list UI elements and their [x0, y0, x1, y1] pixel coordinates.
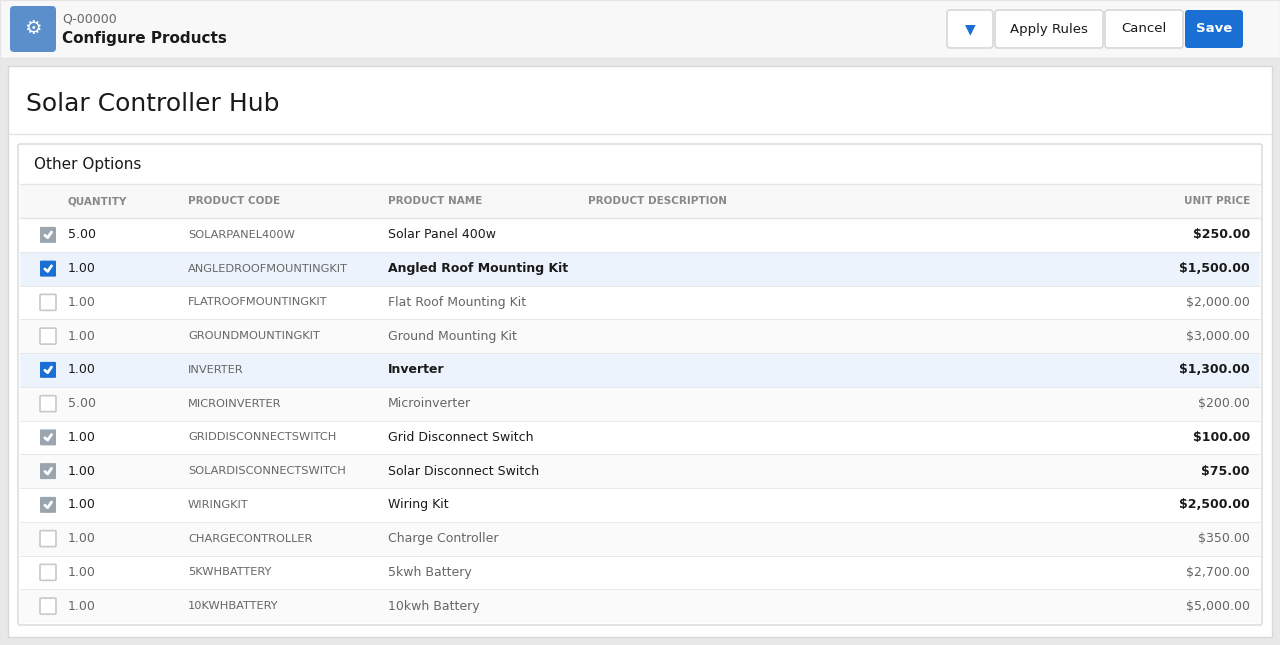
Text: PRODUCT DESCRIPTION: PRODUCT DESCRIPTION [588, 196, 727, 206]
Text: ANGLEDROOFMOUNTINGKIT: ANGLEDROOFMOUNTINGKIT [188, 264, 348, 273]
Text: $1,300.00: $1,300.00 [1179, 363, 1251, 377]
Text: Charge Controller: Charge Controller [388, 532, 498, 545]
FancyBboxPatch shape [40, 497, 56, 513]
Text: $1,500.00: $1,500.00 [1179, 262, 1251, 275]
Bar [20, 421, 1260, 454]
Text: Solar Disconnect Switch: Solar Disconnect Switch [388, 464, 539, 478]
Text: Grid Disconnect Switch: Grid Disconnect Switch [388, 431, 534, 444]
Text: Apply Rules: Apply Rules [1010, 23, 1088, 35]
Text: 1.00: 1.00 [68, 464, 96, 478]
Text: 1.00: 1.00 [68, 262, 96, 275]
Text: 5KWHBATTERY: 5KWHBATTERY [188, 568, 271, 577]
Text: Angled Roof Mounting Kit: Angled Roof Mounting Kit [388, 262, 568, 275]
FancyBboxPatch shape [40, 328, 56, 344]
Text: 1.00: 1.00 [68, 600, 96, 613]
FancyBboxPatch shape [1105, 10, 1183, 48]
FancyBboxPatch shape [1185, 10, 1243, 48]
Text: Configure Products: Configure Products [61, 30, 227, 46]
Text: Cancel: Cancel [1121, 23, 1166, 35]
Text: PRODUCT NAME: PRODUCT NAME [388, 196, 483, 206]
Text: $350.00: $350.00 [1198, 532, 1251, 545]
FancyBboxPatch shape [40, 430, 56, 446]
FancyBboxPatch shape [40, 294, 56, 310]
Text: $250.00: $250.00 [1193, 228, 1251, 241]
Text: $100.00: $100.00 [1193, 431, 1251, 444]
Text: 10KWHBATTERY: 10KWHBATTERY [188, 601, 279, 611]
Text: 5.00: 5.00 [68, 228, 96, 241]
Text: INVERTER: INVERTER [188, 365, 243, 375]
Bar [20, 488, 1260, 522]
FancyBboxPatch shape [40, 362, 56, 378]
Bar [20, 184, 1260, 218]
Text: Solar Controller Hub: Solar Controller Hub [26, 92, 279, 116]
FancyBboxPatch shape [40, 227, 56, 243]
Text: Microinverter: Microinverter [388, 397, 471, 410]
FancyBboxPatch shape [40, 598, 56, 614]
Text: Save: Save [1196, 23, 1233, 35]
FancyBboxPatch shape [40, 395, 56, 412]
Text: 1.00: 1.00 [68, 431, 96, 444]
Text: MICROINVERTER: MICROINVERTER [188, 399, 282, 409]
FancyBboxPatch shape [40, 463, 56, 479]
Bar [20, 252, 1260, 286]
Text: ▼: ▼ [965, 22, 975, 36]
Text: $2,500.00: $2,500.00 [1179, 499, 1251, 511]
Bar [20, 555, 1260, 590]
Bar [20, 522, 1260, 555]
Text: PRODUCT CODE: PRODUCT CODE [188, 196, 280, 206]
Bar [20, 218, 1260, 252]
Bar [20, 590, 1260, 623]
Text: Wiring Kit: Wiring Kit [388, 499, 448, 511]
Text: UNIT PRICE: UNIT PRICE [1184, 196, 1251, 206]
Text: 5.00: 5.00 [68, 397, 96, 410]
Text: SOLARPANEL400W: SOLARPANEL400W [188, 230, 294, 240]
Text: Flat Roof Mounting Kit: Flat Roof Mounting Kit [388, 296, 526, 309]
Text: GRIDDISCONNECTSWITCH: GRIDDISCONNECTSWITCH [188, 432, 337, 442]
FancyBboxPatch shape [40, 531, 56, 546]
Text: $200.00: $200.00 [1198, 397, 1251, 410]
Text: $5,000.00: $5,000.00 [1187, 600, 1251, 613]
FancyBboxPatch shape [995, 10, 1103, 48]
Text: CHARGECONTROLLER: CHARGECONTROLLER [188, 533, 312, 544]
FancyBboxPatch shape [40, 261, 56, 277]
FancyBboxPatch shape [18, 144, 1262, 625]
Text: 1.00: 1.00 [68, 566, 96, 579]
Bar [20, 286, 1260, 319]
Text: $2,000.00: $2,000.00 [1187, 296, 1251, 309]
FancyBboxPatch shape [40, 564, 56, 580]
Text: 1.00: 1.00 [68, 532, 96, 545]
Text: ⚙: ⚙ [24, 19, 42, 39]
FancyBboxPatch shape [947, 10, 993, 48]
Bar [8, 66, 1272, 637]
Bar [0, 0, 1280, 58]
Text: FLATROOFMOUNTINGKIT: FLATROOFMOUNTINGKIT [188, 297, 328, 308]
Text: 5kwh Battery: 5kwh Battery [388, 566, 472, 579]
FancyBboxPatch shape [10, 6, 56, 52]
Text: Q-00000: Q-00000 [61, 12, 116, 26]
Bar [20, 353, 1260, 387]
Text: WIRINGKIT: WIRINGKIT [188, 500, 248, 510]
Text: 1.00: 1.00 [68, 363, 96, 377]
Text: 1.00: 1.00 [68, 499, 96, 511]
Text: Inverter: Inverter [388, 363, 444, 377]
Text: Ground Mounting Kit: Ground Mounting Kit [388, 330, 517, 342]
Bar [20, 454, 1260, 488]
Text: 10kwh Battery: 10kwh Battery [388, 600, 480, 613]
Text: $2,700.00: $2,700.00 [1187, 566, 1251, 579]
Bar [20, 387, 1260, 421]
Text: $3,000.00: $3,000.00 [1187, 330, 1251, 342]
Text: Other Options: Other Options [35, 157, 141, 172]
Text: Solar Panel 400w: Solar Panel 400w [388, 228, 497, 241]
Text: 1.00: 1.00 [68, 296, 96, 309]
Text: $75.00: $75.00 [1202, 464, 1251, 478]
Bar [20, 319, 1260, 353]
Text: SOLARDISCONNECTSWITCH: SOLARDISCONNECTSWITCH [188, 466, 346, 476]
Text: GROUNDMOUNTINGKIT: GROUNDMOUNTINGKIT [188, 331, 320, 341]
Text: QUANTITY: QUANTITY [68, 196, 128, 206]
Text: 1.00: 1.00 [68, 330, 96, 342]
